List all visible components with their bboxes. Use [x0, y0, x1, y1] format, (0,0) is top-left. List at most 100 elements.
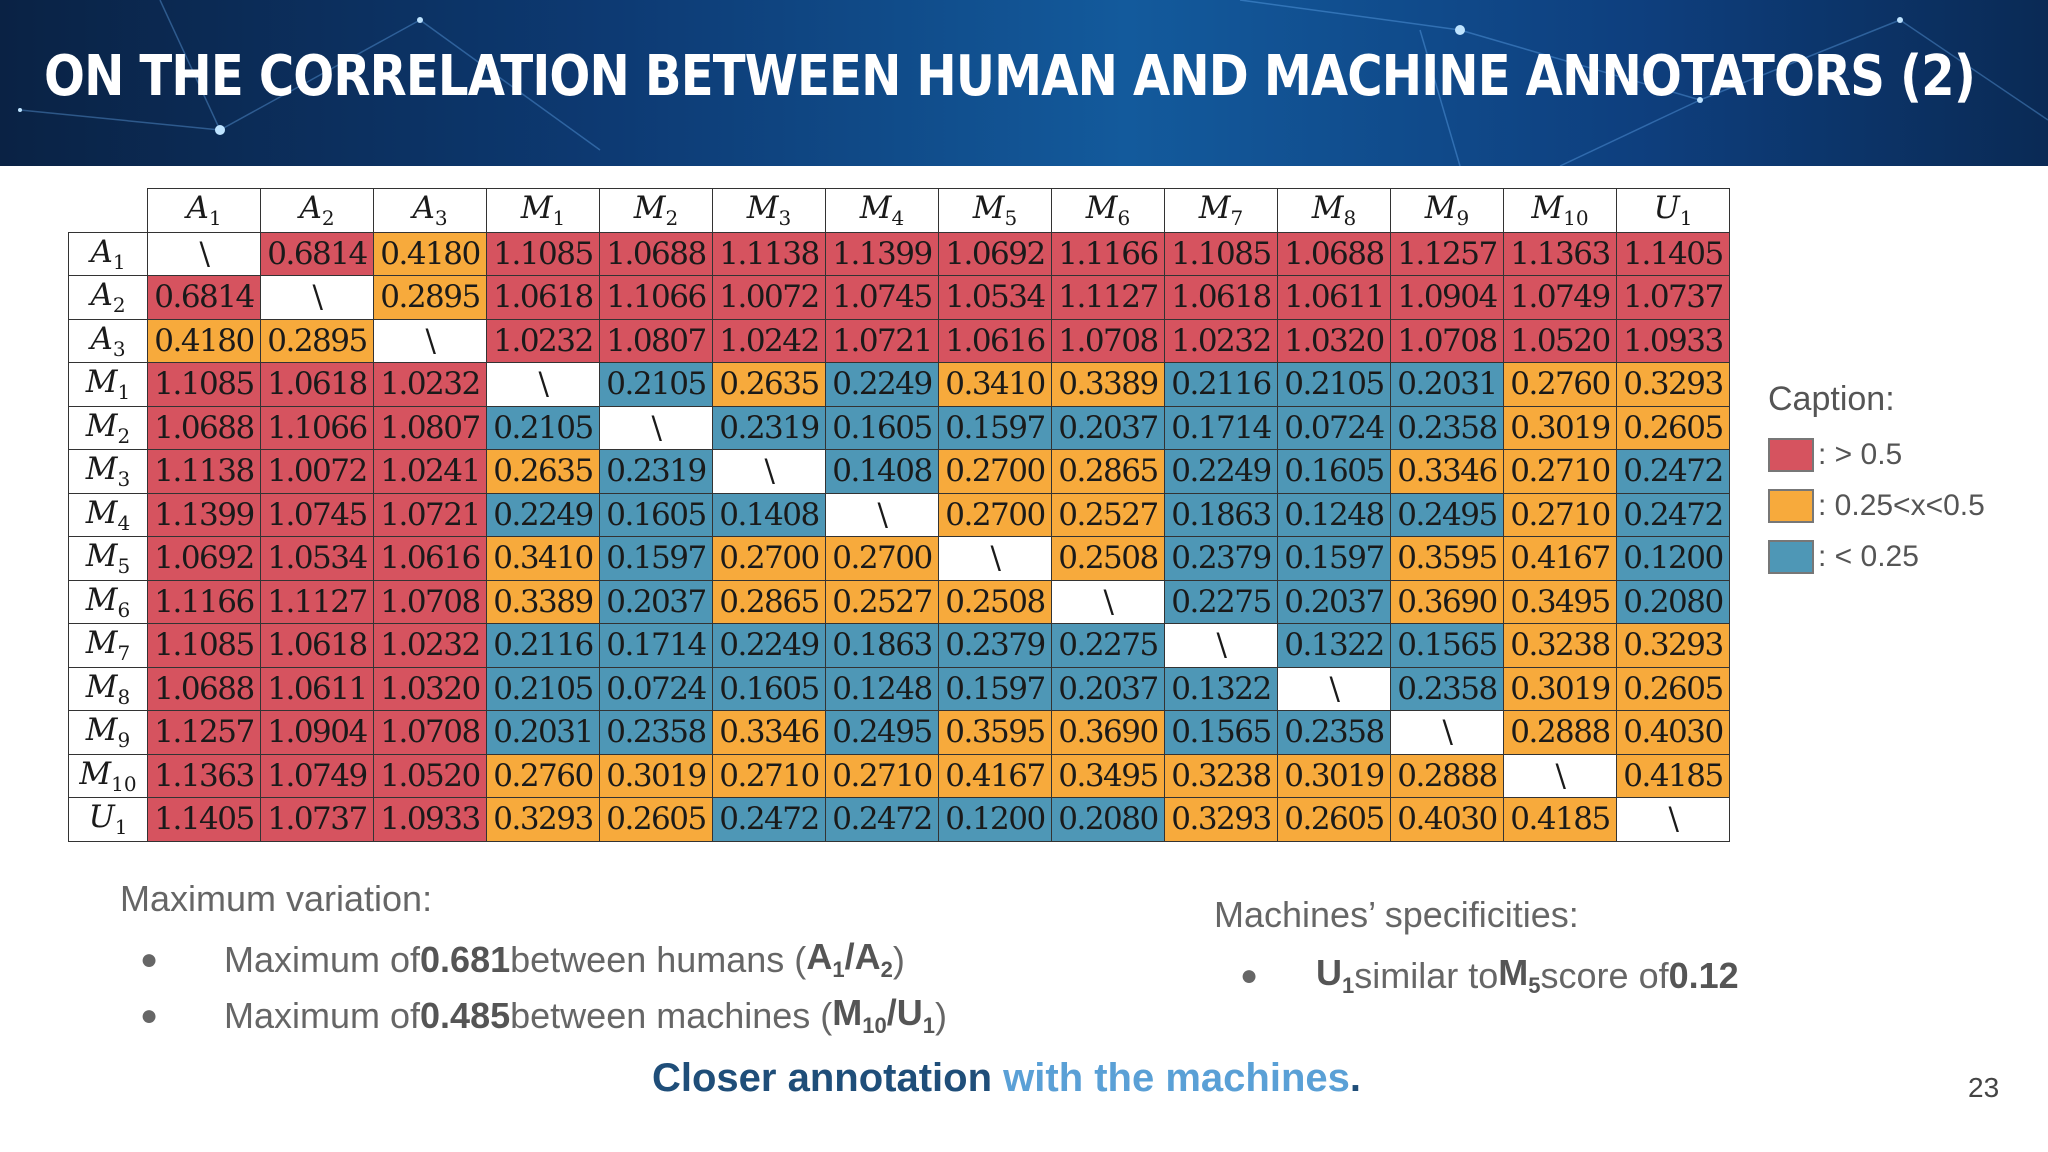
table-cell: \ — [1503, 753, 1617, 798]
table-cell: 0.2105 — [1277, 362, 1391, 407]
conclusion-part: . — [1349, 1056, 1362, 1100]
table-cell: 0.1714 — [599, 623, 713, 668]
table-cell: 0.2895 — [373, 275, 487, 320]
table-cell: 0.3019 — [599, 753, 713, 798]
row-header-m4: M4 — [68, 492, 148, 537]
table-cell: 1.0618 — [260, 623, 374, 668]
table-cell: \ — [1616, 797, 1730, 842]
table-cell: 0.2379 — [938, 623, 1052, 668]
variation-list: ● Maximum of 0.681 between humans (A1/A2… — [140, 932, 947, 1044]
table-cell: 0.2508 — [938, 579, 1052, 624]
table-cell: 0.1605 — [712, 666, 826, 711]
table-cell: 0.1597 — [938, 405, 1052, 450]
table-cell: 0.2495 — [1390, 492, 1504, 537]
table-cell: 1.0904 — [260, 710, 374, 755]
column-header-a1: A1 — [147, 188, 261, 233]
table-header-row: A1 A2 A3 M1 M2 M3 M4 M5 M6 M7 M8 M9 M10 U1 — [69, 188, 1730, 233]
list-item: ● U1 similar to M5 score of 0.12 — [1240, 948, 1739, 1004]
correlation-matrix-table: A1 A2 A3 M1 M2 M3 M4 M5 M6 M7 M8 M9 M10 U1 A1 \ 0.6814 0… — [68, 188, 1730, 842]
table-cell: 0.2888 — [1503, 710, 1617, 755]
table-cell: 0.4185 — [1503, 797, 1617, 842]
table-cell: 1.0520 — [373, 753, 487, 798]
table-cell: 0.2527 — [825, 579, 939, 624]
row-header-a1: A1 — [68, 231, 148, 276]
table-row: M5 1.0692 1.0534 1.0616 0.3410 0.1597 0.2700 0.… — [68, 536, 1730, 581]
symbol: M10/U1 — [832, 992, 936, 1039]
table-row: M4 1.1399 1.0745 1.0721 0.2249 0.1605 0.1408 \ 0… — [68, 492, 1730, 537]
table-cell: 1.0618 — [260, 362, 374, 407]
table-cell: 1.0520 — [1503, 318, 1617, 363]
table-cell: 1.0072 — [260, 449, 374, 494]
table-cell: 0.1605 — [825, 405, 939, 450]
table-row: A1 \ 0.6814 0.4180 1.1085 1.0688 1.1138 1.1399 1… — [68, 231, 1730, 276]
table-cell: 0.3410 — [938, 362, 1052, 407]
table-cell: 0.2865 — [712, 579, 826, 624]
table-cell: 1.0721 — [373, 492, 487, 537]
table-cell: 0.1200 — [938, 797, 1052, 842]
table-cell: 1.0611 — [1277, 275, 1391, 320]
list-item: ● Maximum of 0.681 between humans (A1/A2… — [140, 932, 947, 988]
conclusion-text: Closer annotation with the machines. — [652, 1056, 1361, 1101]
variation-heading: Maximum variation: — [120, 878, 433, 919]
table-cell: 0.1248 — [1277, 492, 1391, 537]
table-cell: 0.1408 — [712, 492, 826, 537]
table-cell: 0.1714 — [1164, 405, 1278, 450]
table-cell: 0.3019 — [1277, 753, 1391, 798]
specificities-list: ● U1 similar to M5 score of 0.12 — [1240, 948, 1739, 1004]
table-cell: \ — [147, 231, 261, 276]
table-row: A2 0.6814 \ 0.2895 1.0618 1.1066 1.0072 1.0745 1… — [68, 275, 1730, 320]
row-header-m10: M10 — [68, 753, 148, 798]
table-cell: 0.3346 — [1390, 449, 1504, 494]
table-cell: 0.1605 — [1277, 449, 1391, 494]
network-background-graphic — [18, 0, 2048, 166]
table-cell: 0.3495 — [1503, 579, 1617, 624]
symbol: U1 — [1316, 952, 1355, 999]
value: 0.485 — [420, 995, 511, 1036]
table-cell: 1.0708 — [373, 710, 487, 755]
table-cell: 1.0749 — [260, 753, 374, 798]
row-header-m3: M3 — [68, 449, 148, 494]
table-cell: 0.2319 — [599, 449, 713, 494]
table-cell: 1.1405 — [1616, 231, 1730, 276]
text: ) — [892, 939, 905, 980]
table-cell: 1.1085 — [1164, 231, 1278, 276]
table-cell: 0.2275 — [1164, 579, 1278, 624]
table-cell: 0.2037 — [1051, 666, 1165, 711]
table-cell: 0.3293 — [1616, 623, 1730, 668]
legend: Caption: : > 0.5 : 0.25<x<0.5 : < 0.25 — [1768, 380, 1985, 582]
text: ) — [935, 995, 948, 1036]
table-cell: 1.0708 — [373, 579, 487, 624]
legend-label-mid: : 0.25<x<0.5 — [1818, 488, 1985, 522]
table-cell: 1.0807 — [373, 405, 487, 450]
page-title: ON THE CORRELATION BETWEEN HUMAN AND MAC… — [44, 44, 1976, 109]
table-cell: 1.0232 — [373, 623, 487, 668]
table-cell: 0.2700 — [825, 536, 939, 581]
row-header-m7: M7 — [68, 623, 148, 668]
table-cell: 1.1085 — [486, 231, 600, 276]
table-cell: 0.2605 — [1616, 666, 1730, 711]
table-cell: \ — [1164, 623, 1278, 668]
legend-item-high: : > 0.5 — [1768, 429, 1985, 480]
table-cell: 0.1248 — [825, 666, 939, 711]
column-header-m8: M8 — [1277, 188, 1391, 233]
table-cell: 1.1138 — [147, 449, 261, 494]
table-cell: 0.3389 — [1051, 362, 1165, 407]
table-cell: 0.2760 — [1503, 362, 1617, 407]
legend-swatch-red — [1768, 437, 1814, 472]
table-cell: 0.3238 — [1164, 753, 1278, 798]
table-cell: 0.3019 — [1503, 666, 1617, 711]
table-cell: 1.1166 — [147, 579, 261, 624]
table-row: M3 1.1138 1.0072 1.0241 0.2635 0.2319 \ 0.1408 0… — [68, 449, 1730, 494]
table-cell: 1.0241 — [373, 449, 487, 494]
table-cell: 1.0320 — [1277, 318, 1391, 363]
table-cell: 1.0745 — [825, 275, 939, 320]
table-cell: 0.2358 — [1390, 666, 1504, 711]
column-header-a3: A3 — [373, 188, 487, 233]
table-cell: 1.0232 — [486, 318, 600, 363]
row-header-m8: M8 — [68, 666, 148, 711]
column-header-m10: M10 — [1503, 188, 1617, 233]
row-header-a2: A2 — [68, 275, 148, 320]
table-cell: 1.1066 — [599, 275, 713, 320]
table-cell: 1.0072 — [712, 275, 826, 320]
table-cell: 0.3495 — [1051, 753, 1165, 798]
